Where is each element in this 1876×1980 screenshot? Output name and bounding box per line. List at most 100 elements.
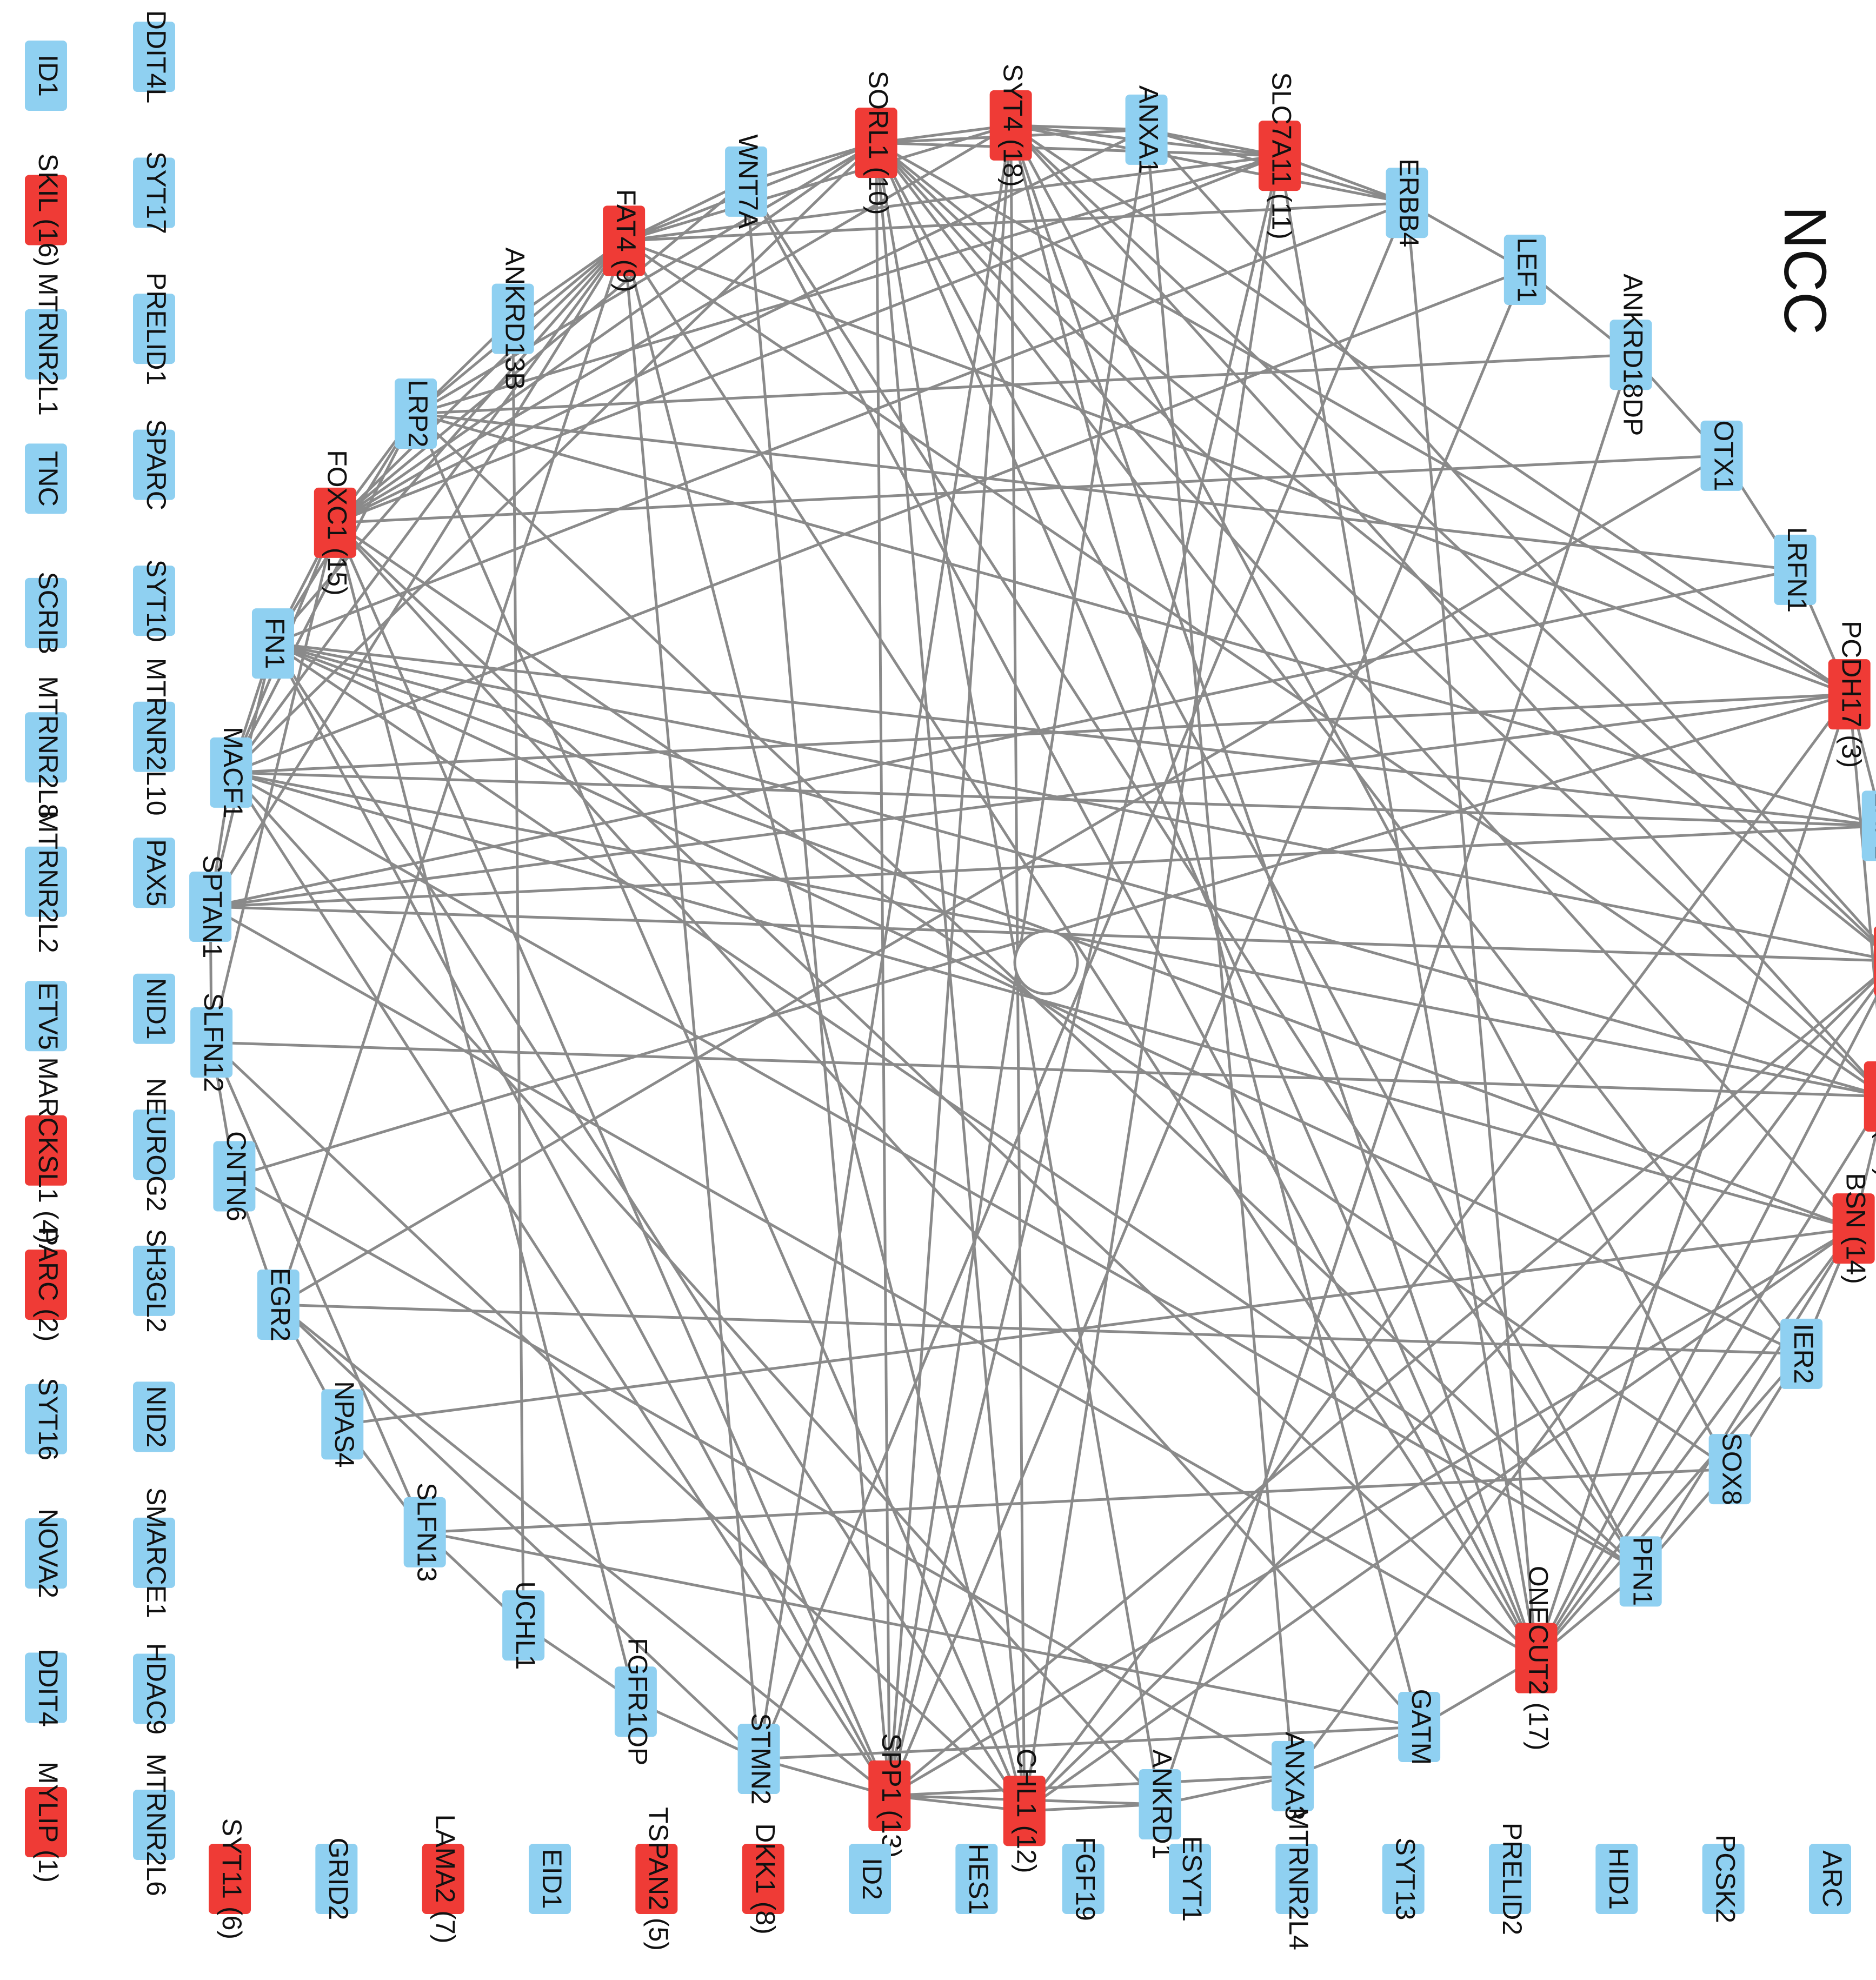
isolated-node-mtrnr2l1[interactable]: MTRNR2L1 (25, 273, 67, 416)
node-cntn6[interactable]: CNTN6 (213, 1131, 256, 1221)
node-label: ARC (1817, 1850, 1847, 1908)
node-gatm[interactable]: GATM (1398, 1689, 1441, 1765)
node-ankrd1[interactable]: ANKRD1 (1139, 1750, 1181, 1859)
isolated-node-tspan2-5[interactable]: TSPAN2 (5) (635, 1807, 678, 1951)
node-syt4[interactable]: SYT4 (18) (989, 64, 1032, 187)
self-loop-layer (1013, 929, 1079, 995)
isolated-node-syt16[interactable]: SYT16 (25, 1378, 67, 1460)
node-label: DDIT4 (33, 1649, 63, 1726)
node-erbb4[interactable]: ERBB4 (1386, 158, 1428, 247)
node-anxa11[interactable]: ANXA11 (20) (1873, 882, 1876, 1040)
node-label: FOXC1 (15) (322, 450, 352, 596)
node-box (989, 90, 1032, 161)
isolated-node-pax5[interactable]: PAX5 (133, 838, 175, 908)
node-ankrd13b[interactable]: ANKRD13B (491, 248, 534, 390)
node-ankrd18dp[interactable]: ANKRD18DP (1609, 274, 1652, 436)
node-lrfn1[interactable]: LRFN1 (1774, 527, 1817, 613)
isolated-node-syt11-6[interactable]: SYT11 (6) (209, 1818, 251, 1939)
isolated-node-prelid1[interactable]: PRELID1 (133, 273, 175, 385)
node-slfn12[interactable]: SLFN12 (190, 993, 233, 1092)
isolated-node-esyt1[interactable]: ESYT1 (1169, 1836, 1211, 1922)
edge-pcdh19-fat4 (623, 240, 1876, 1092)
isolated-node-mylip-1[interactable]: MYLIP (1) (25, 1762, 67, 1883)
node-spp1[interactable]: SPP1 (13) (868, 1733, 911, 1858)
isolated-node-hes1[interactable]: HES1 (955, 1844, 998, 1915)
node-lrp2[interactable]: LRP2 (395, 378, 437, 449)
isolated-node-lama2-7[interactable]: LAMA2 (7) (422, 1815, 464, 1944)
node-sorl1[interactable]: SORL1 (10) (855, 71, 897, 215)
isolated-node-ddit4l[interactable]: DDIT4L (133, 10, 175, 103)
isolated-node-nid1[interactable]: NID1 (133, 973, 175, 1044)
node-box (737, 1724, 780, 1795)
edge-chl1-slfn12 (210, 1041, 1026, 1812)
node-label: ETV5 (33, 982, 63, 1050)
node-pfn1[interactable]: PFN1 (1619, 1536, 1662, 1607)
isolated-node-smarce1[interactable]: SMARCE1 (133, 1487, 175, 1618)
isolated-node-sparc[interactable]: SPARC (133, 419, 175, 510)
node-box (213, 1141, 256, 1212)
node-sox8[interactable]: SOX8 (1708, 1433, 1751, 1505)
node-pcdh17[interactable]: PCDH17 (3) (1828, 621, 1871, 768)
isolated-node-nova2[interactable]: NOVA2 (25, 1509, 67, 1598)
node-npas4[interactable]: NPAS4 (321, 1381, 364, 1467)
isolated-node-eid1[interactable]: EID1 (529, 1844, 571, 1914)
isolated-node-pcsk2[interactable]: PCSK2 (1702, 1835, 1745, 1923)
node-label: NID2 (141, 1386, 171, 1447)
isolated-node-scrib[interactable]: SCRIB (25, 572, 67, 654)
isolated-node-mtrnr2l6[interactable]: MTRNR2L6 (133, 1753, 175, 1896)
node-pcdh19[interactable]: PCDH19 (19) (1864, 1015, 1876, 1178)
edge-spp1-wnt7a (744, 181, 891, 1796)
node-fn1[interactable]: FN1 (251, 608, 294, 679)
node-anxa3[interactable]: ANXA3 (1272, 1732, 1314, 1820)
node-foxc1[interactable]: FOXC1 (15) (314, 450, 356, 596)
node-uchl1[interactable]: UCHL1 (502, 1581, 545, 1670)
isolated-node-nid2[interactable]: NID2 (133, 1381, 175, 1452)
isolated-node-id1[interactable]: ID1 (25, 41, 67, 111)
isolated-node-mtrnr2l8[interactable]: MTRNR2L8 (25, 676, 67, 819)
node-box (133, 1653, 175, 1724)
isolated-node-mtrnr2l4[interactable]: MTRNR2L4 (1275, 1808, 1318, 1950)
isolated-node-dkk1-8[interactable]: DKK1 (8) (742, 1823, 784, 1935)
node-bsn[interactable]: BSN (14) (1832, 1173, 1875, 1284)
node-ier2[interactable]: IER2 (1780, 1318, 1823, 1389)
isolated-node-syt10[interactable]: SYT10 (133, 560, 175, 642)
edge-pcdh17-pcdh19 (1848, 694, 1876, 1010)
isolated-node-prelid2[interactable]: PRELID2 (1489, 1823, 1531, 1935)
isolated-node-syt17[interactable]: SYT17 (133, 151, 175, 234)
isolated-node-skil-16[interactable]: SKIL (16) (25, 154, 67, 267)
node-egr2[interactable]: EGR2 (257, 1268, 300, 1341)
isolated-node-mtrnr2l2[interactable]: MTRNR2L2 (25, 810, 67, 953)
node-sptan1[interactable]: SPTAN1 (189, 855, 232, 959)
node-macf1[interactable]: MACF1 (210, 727, 252, 819)
node-lrp1[interactable]: LRP1 (1861, 790, 1876, 861)
isolated-node-marcksl1-4[interactable]: MARCKSL1 (4) (25, 1057, 67, 1244)
isolated-node-arc[interactable]: ARC (1809, 1844, 1851, 1914)
isolated-node-grid2[interactable]: GRID2 (315, 1838, 358, 1921)
isolated-node-hid1[interactable]: HID1 (1595, 1844, 1638, 1914)
node-otx1[interactable]: OTX1 (1700, 421, 1743, 491)
isolated-node-syt13[interactable]: SYT13 (1382, 1838, 1425, 1921)
isolated-node-fgf19[interactable]: FGF19 (1062, 1837, 1105, 1921)
isolated-node-sh3gl2[interactable]: SH3GL2 (133, 1229, 175, 1333)
isolated-node-tnc[interactable]: TNC (25, 443, 67, 514)
node-stmn2[interactable]: STMN2 (737, 1713, 780, 1805)
node-fgfr1op[interactable]: FGFR1OP (614, 1638, 657, 1765)
edge-sorl1-spp1 (875, 143, 891, 1796)
node-chl1[interactable]: CHL1 (12) (1003, 1749, 1046, 1873)
isolated-node-mtrnr2l10[interactable]: MTRNR2L10 (133, 658, 175, 816)
node-slc7a11[interactable]: SLC7A11 (11) (1258, 72, 1301, 240)
isolated-node-neurog2[interactable]: NEUROG2 (133, 1078, 175, 1212)
isolated-node-ddit4[interactable]: DDIT4 (25, 1649, 67, 1727)
node-onecut2[interactable]: ONECUT2 (17) (1515, 1566, 1558, 1751)
isolated-node-parc-2[interactable]: PARC (2) (25, 1228, 67, 1341)
node-label: NPAS4 (329, 1381, 360, 1467)
isolated-node-hdac9[interactable]: HDAC9 (133, 1643, 175, 1735)
node-slfn13[interactable]: SLFN13 (403, 1483, 446, 1582)
isolated-node-etv5[interactable]: ETV5 (25, 981, 67, 1052)
edge-sorl1-anxa11 (875, 142, 1876, 948)
node-anxa1[interactable]: ANXA1 (1125, 85, 1168, 174)
isolated-node-id2[interactable]: ID2 (849, 1844, 891, 1914)
node-wnt7a[interactable]: WNT7A (725, 134, 768, 229)
node-lef1[interactable]: LEF1 (1504, 235, 1546, 305)
node-fat4[interactable]: FAT4 (9) (603, 189, 646, 293)
